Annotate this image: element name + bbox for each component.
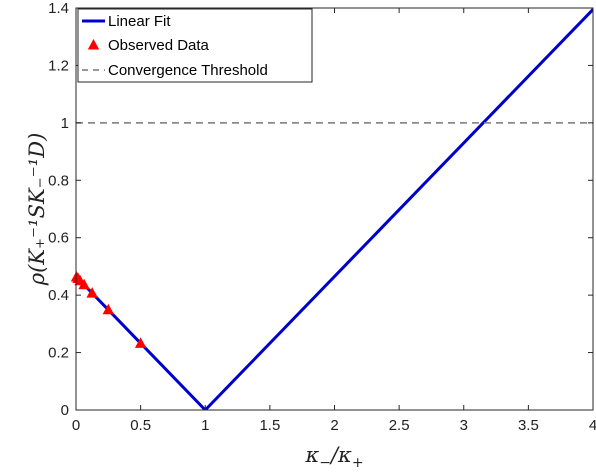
y-axis-title: ρ(K₊⁻¹SK₋⁻¹D) <box>25 133 49 287</box>
y-tick-label: 0.8 <box>48 172 69 189</box>
observed-data-point <box>134 337 147 348</box>
y-tick-label: 0.6 <box>48 230 69 247</box>
linear-fit-line <box>76 8 593 410</box>
y-tick-label: 1.4 <box>48 0 69 17</box>
y-tick-label: 1 <box>61 115 69 132</box>
markers-layer <box>70 271 147 348</box>
series-layer <box>76 8 593 410</box>
x-axis-title-slash-kappa: /κ <box>329 443 352 467</box>
legend-label-observed-data: Observed Data <box>108 37 210 54</box>
x-tick-label: 3.5 <box>518 417 539 434</box>
legend-swatch-observed-data <box>87 39 100 50</box>
x-axis-title-sub1: − <box>319 455 331 471</box>
x-tick-label: 0 <box>72 417 80 434</box>
legend: Linear Fit Observed Data Convergence Thr… <box>77 8 313 83</box>
observed-data-point <box>86 287 98 298</box>
legend-label-convergence-threshold: Convergence Threshold <box>108 62 268 79</box>
x-tick-label: 2 <box>330 417 338 434</box>
x-axis-title-sub2: + <box>352 455 364 471</box>
y-tick-label: 0.2 <box>48 345 69 362</box>
x-tick-label: 2.5 <box>389 417 410 434</box>
y-tick-label: 0 <box>61 402 69 419</box>
legend-box <box>77 8 313 83</box>
x-tick-label: 0.5 <box>130 417 151 434</box>
observed-data-point <box>78 278 90 290</box>
x-axis-title: κ−/κ+ <box>304 443 363 471</box>
y-tick-label: 0.4 <box>48 287 69 304</box>
y-tick-label: 1.2 <box>48 57 69 74</box>
x-tick-label: 4 <box>589 417 596 434</box>
x-tick-label: 1.5 <box>259 417 280 434</box>
x-tick-label: 1 <box>201 417 209 434</box>
observed-data-point <box>102 303 115 315</box>
x-tick-label: 3 <box>460 417 468 434</box>
legend-label-linear-fit: Linear Fit <box>108 13 171 30</box>
x-axis-title-kappa1: κ <box>304 443 319 467</box>
